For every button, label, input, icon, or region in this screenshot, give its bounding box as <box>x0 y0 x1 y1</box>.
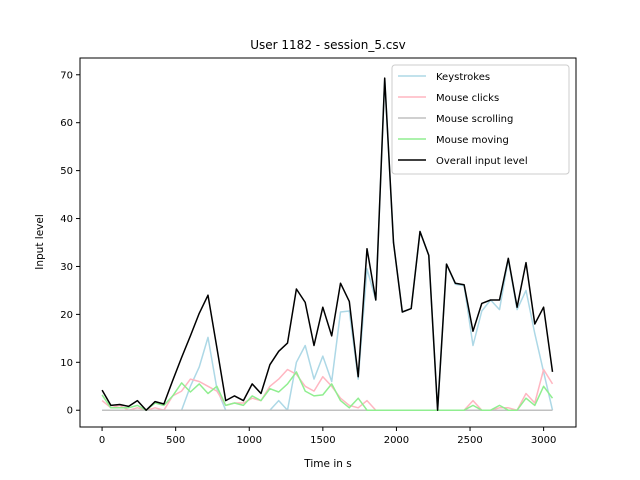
x-axis-label: Time in s <box>303 458 351 470</box>
x-tick-label: 1000 <box>237 435 262 446</box>
legend-box <box>391 64 570 175</box>
legend: Keystrokes Mouse clicks Mouse scrolling Mou… <box>391 64 570 175</box>
x-tick-label: 1500 <box>310 435 335 446</box>
x-tick-label: 2500 <box>457 435 482 446</box>
chart-title: User 1182 - session_5.csv <box>250 38 405 52</box>
legend-label-2: Mouse scrolling <box>436 114 513 125</box>
x-tick-label: 0 <box>99 435 105 446</box>
legend-label-1: Mouse clicks <box>436 93 499 104</box>
y-tick-label: 30 <box>60 262 73 273</box>
y-tick-label: 20 <box>60 310 73 321</box>
series-line-1 <box>101 368 554 411</box>
y-axis-label: Input level <box>34 214 46 270</box>
legend-label-4: Overall input level <box>436 156 528 167</box>
y-tick-label: 50 <box>60 166 73 177</box>
x-axis: 0 500 1000 1500 2000 2500 3000 <box>99 427 556 446</box>
x-tick-label: 2000 <box>384 435 409 446</box>
series-line-3 <box>101 371 554 411</box>
legend-label-0: Keystrokes <box>436 72 490 83</box>
y-tick-label: 0 <box>67 406 73 417</box>
x-tick-label: 500 <box>166 435 185 446</box>
y-tick-label: 10 <box>60 358 73 369</box>
series-line-4 <box>101 77 554 411</box>
y-tick-label: 60 <box>60 118 73 129</box>
y-tick-label: 40 <box>60 214 73 225</box>
plot-area <box>101 77 554 411</box>
y-axis: 0 10 20 30 40 50 60 70 <box>60 70 80 417</box>
legend-label-3: Mouse moving <box>436 135 509 146</box>
axes-frame <box>79 57 577 428</box>
y-tick-label: 70 <box>60 70 73 81</box>
x-tick-label: 3000 <box>531 435 556 446</box>
